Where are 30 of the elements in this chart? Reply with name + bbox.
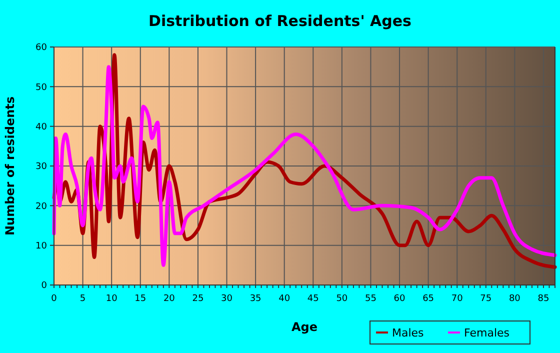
x-tick-label: 85 xyxy=(538,294,550,304)
legend-label: Females xyxy=(464,326,510,340)
y-axis-title: Number of residents xyxy=(3,96,17,236)
x-tick-label: 65 xyxy=(422,294,434,304)
y-tick-label: 40 xyxy=(36,122,48,132)
x-tick-label: 30 xyxy=(221,294,233,304)
x-tick-label: 5 xyxy=(80,294,86,304)
x-tick-label: 40 xyxy=(278,294,290,304)
x-tick-label: 10 xyxy=(106,294,118,304)
x-tick-label: 50 xyxy=(336,294,348,304)
y-tick-label: 50 xyxy=(36,82,48,93)
x-axis-title: Age xyxy=(291,320,318,334)
x-tick-label: 15 xyxy=(134,294,146,304)
y-tick-label: 60 xyxy=(36,43,48,54)
y-tick-label: 20 xyxy=(36,202,48,212)
x-tick-label: 75 xyxy=(480,294,492,304)
y-tick-label: 10 xyxy=(36,241,48,252)
y-tick-label: 30 xyxy=(36,162,48,172)
x-tick-label: 20 xyxy=(163,294,176,304)
x-tick-label: 45 xyxy=(307,294,319,304)
chart-title: Distribution of Residents' Ages xyxy=(148,12,412,30)
x-tick-label: 70 xyxy=(451,294,464,304)
x-tick-label: 80 xyxy=(508,294,521,304)
x-tick-label: 55 xyxy=(365,294,376,304)
y-tick-label: 0 xyxy=(41,281,48,292)
x-tick-label: 0 xyxy=(51,294,58,304)
x-tick-label: 25 xyxy=(192,294,204,304)
x-tick-label: 35 xyxy=(250,294,262,304)
x-tick-label: 60 xyxy=(394,294,406,304)
legend-label: Males xyxy=(392,326,424,340)
